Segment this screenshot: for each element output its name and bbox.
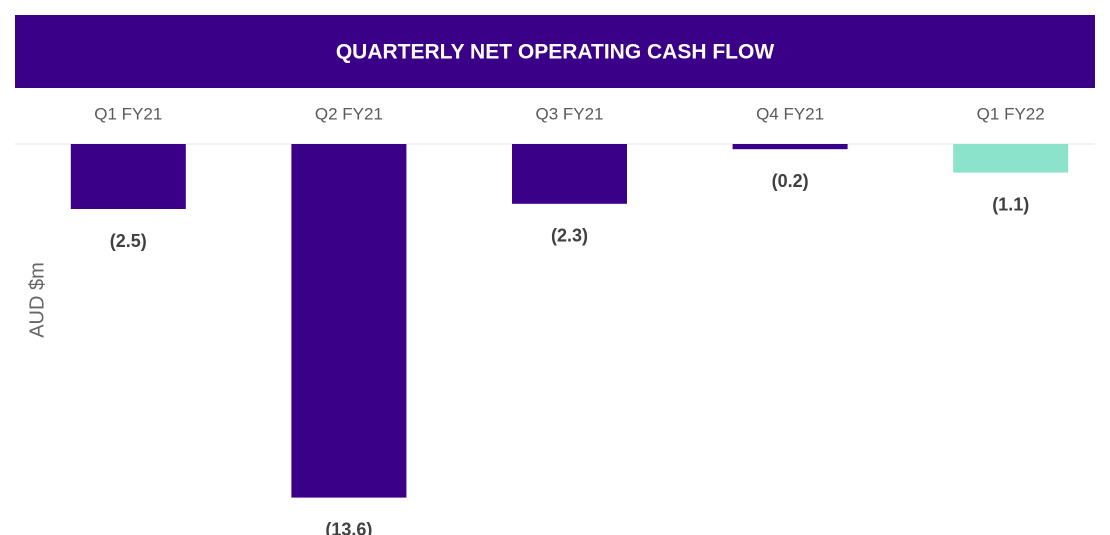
data-label: (2.5) — [110, 231, 147, 251]
bar — [732, 144, 848, 150]
x-tick-label: Q4 FY21 — [756, 104, 824, 123]
x-tick-label: Q3 FY21 — [535, 104, 603, 123]
x-tick-label: Q1 FY22 — [977, 104, 1045, 123]
title-banner — [15, 15, 1095, 88]
x-tick-label: Q1 FY21 — [94, 104, 162, 123]
chart-title: QUARTERLY NET OPERATING CASH FLOW — [336, 41, 774, 64]
data-label: (2.3) — [551, 226, 588, 246]
data-label: (0.2) — [772, 171, 809, 191]
data-label: (1.1) — [992, 194, 1029, 214]
bar — [70, 144, 186, 209]
y-axis-label: AUD $m — [26, 262, 48, 338]
bar — [953, 144, 1069, 173]
x-tick-label: Q2 FY21 — [315, 104, 383, 123]
bar — [512, 144, 627, 204]
bar — [291, 144, 407, 498]
data-label: (13.6) — [325, 519, 372, 535]
